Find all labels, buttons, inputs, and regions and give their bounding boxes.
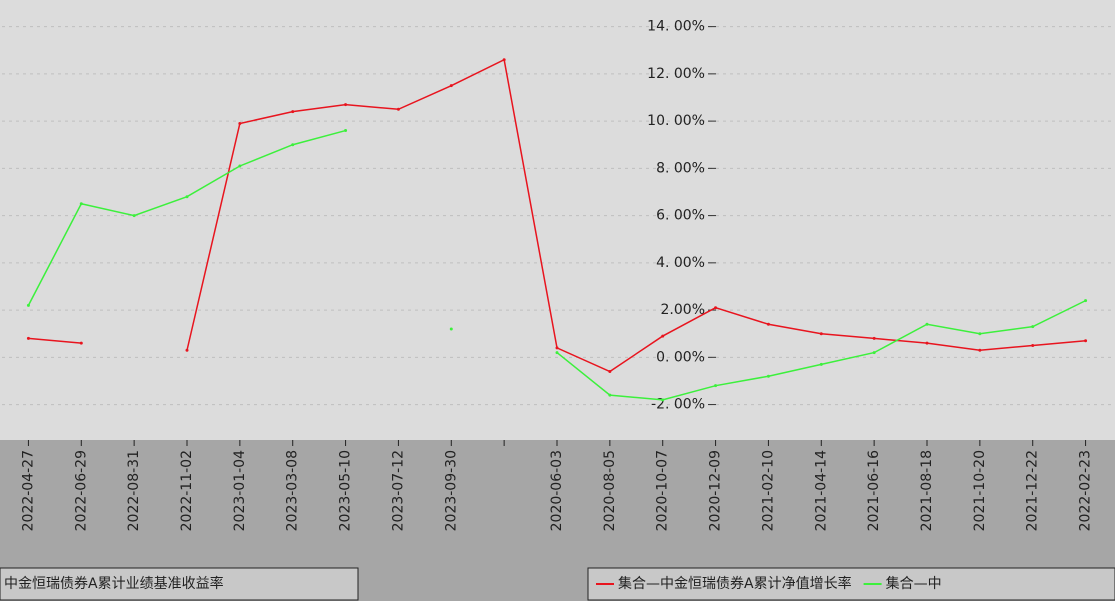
series-point [344, 103, 347, 106]
series-point [820, 332, 823, 335]
x-tick-label: 2023-03-08 [285, 450, 301, 531]
x-tick-label: 2022-11-02 [179, 450, 195, 531]
series-point [238, 164, 241, 167]
series-point [27, 304, 30, 307]
series-point [27, 337, 30, 340]
series-point [714, 306, 717, 309]
y-tick-label: 10. 00% [647, 113, 705, 129]
series-point [873, 351, 876, 354]
y-tick-label: 0. 00% [656, 349, 705, 365]
x-tick-label: 2021-08-18 [919, 450, 935, 531]
series-point [238, 122, 241, 125]
y-tick-label: 12. 00% [647, 66, 705, 82]
series-point [767, 323, 770, 326]
series-point [608, 394, 611, 397]
series-point [556, 346, 559, 349]
series-point [1031, 325, 1034, 328]
series-point [926, 342, 929, 345]
x-tick-label: 2020-06-03 [549, 450, 565, 531]
series-point [450, 327, 453, 330]
legend-label: 集合—中 [886, 575, 942, 592]
series-point [291, 143, 294, 146]
series-point [714, 384, 717, 387]
series-point [1031, 344, 1034, 347]
legend-fragment: 中金恒瑞债券A累计业绩基准收益率 [4, 575, 224, 592]
x-tick-label: 2020-12-09 [708, 450, 724, 531]
x-tick-label: 2023-07-12 [390, 450, 406, 531]
x-tick-label: 2023-05-10 [338, 450, 354, 531]
series-point [397, 108, 400, 111]
legend-label: 集合—中金恒瑞债券A累计净值增长率 [618, 575, 852, 592]
page: 中金恒瑞债券A累计业绩基准收益率 -2. 00%0. 00%2.00%4. 00… [0, 0, 1115, 601]
series-point [503, 58, 506, 61]
series-point [450, 84, 453, 87]
series-point [80, 342, 83, 345]
series-point [344, 129, 347, 132]
y-tick-label: 8. 00% [656, 160, 705, 176]
x-tick-label: 2023-01-04 [232, 450, 248, 531]
series-point [80, 202, 83, 205]
series-point [978, 332, 981, 335]
series-point [1084, 339, 1087, 342]
series-point [978, 349, 981, 352]
x-tick-label: 2021-10-20 [972, 450, 988, 531]
series-point [767, 375, 770, 378]
x-tick-label: 2022-08-31 [126, 450, 142, 531]
y-tick-label: 6. 00% [656, 208, 705, 224]
x-tick-label: 2021-06-16 [866, 450, 882, 531]
y-tick-label: 14. 00% [647, 19, 705, 35]
chart: 中金恒瑞债券A累计业绩基准收益率 -2. 00%0. 00%2.00%4. 00… [0, 0, 1115, 601]
x-tick-label: 2021-12-22 [1025, 450, 1041, 531]
x-tick-label: 2020-08-05 [602, 450, 618, 531]
series-point [926, 323, 929, 326]
series-point [556, 351, 559, 354]
x-tick-label: 2023-09-30 [443, 450, 459, 531]
series-point [820, 363, 823, 366]
x-tick-label: 2021-02-10 [760, 450, 776, 531]
x-tick-label: 2020-10-07 [655, 450, 671, 531]
plot-area [0, 0, 1115, 440]
series-point [608, 370, 611, 373]
y-tick-label: 4. 00% [656, 255, 705, 271]
series-point [133, 214, 136, 217]
series-point [873, 337, 876, 340]
y-tick-label: 2.00% [661, 302, 705, 318]
x-tick-label: 2022-04-27 [20, 450, 36, 531]
series-point [186, 195, 189, 198]
x-tick-label: 2022-02-23 [1078, 450, 1094, 531]
series-point [1084, 299, 1087, 302]
series-point [291, 110, 294, 113]
series-point [661, 398, 664, 401]
series-point [186, 349, 189, 352]
series-point [661, 335, 664, 338]
x-tick-label: 2021-04-14 [813, 450, 829, 531]
x-tick-label: 2022-06-29 [73, 450, 89, 531]
